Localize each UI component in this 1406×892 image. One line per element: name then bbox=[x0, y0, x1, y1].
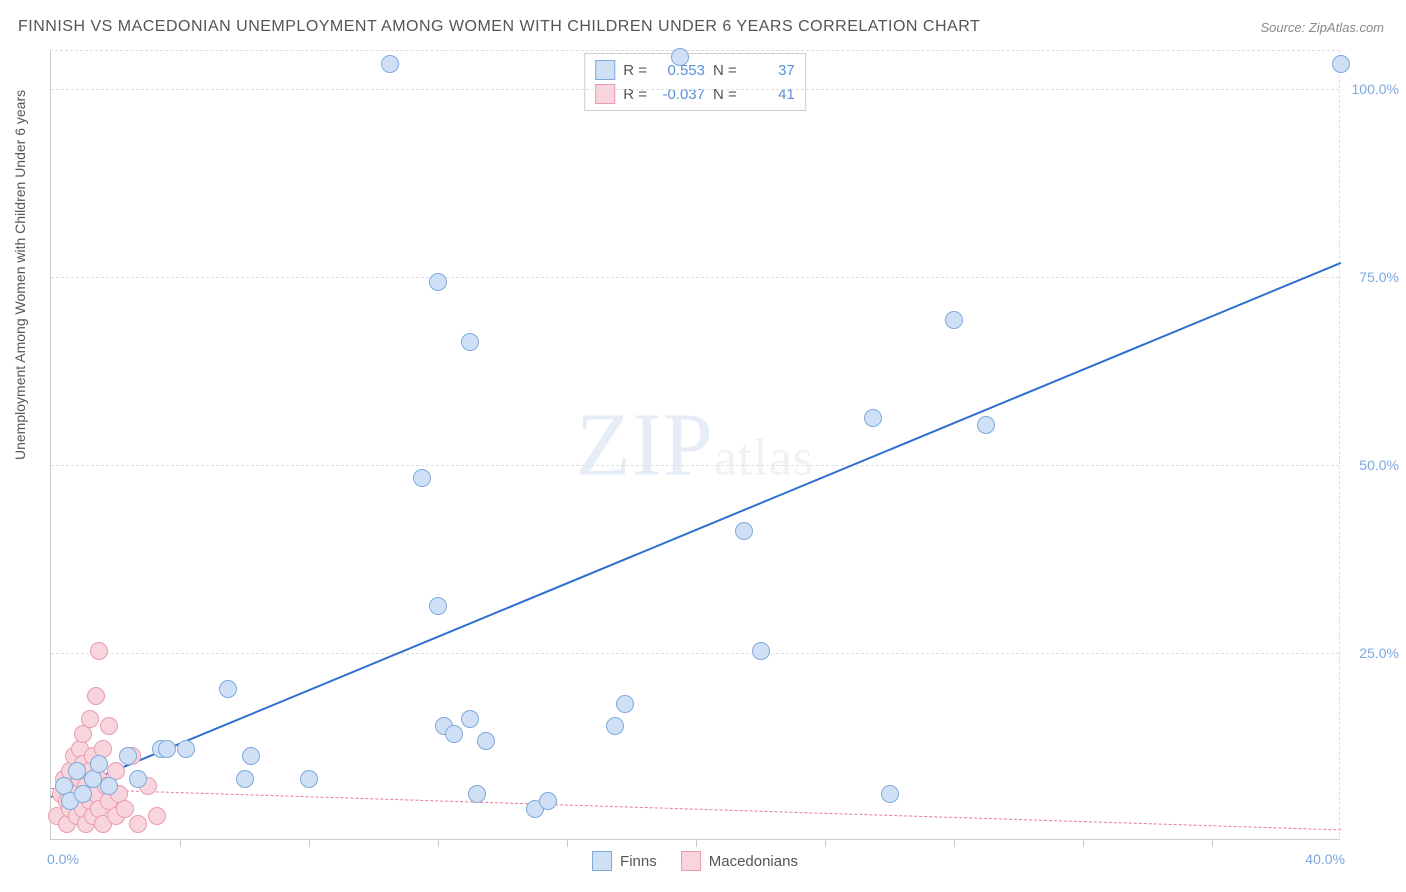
x-tick-label: 40.0% bbox=[1305, 851, 1345, 867]
source-label: Source: ZipAtlas.com bbox=[1260, 20, 1384, 35]
data-point bbox=[300, 770, 318, 788]
legend-item-finns: Finns bbox=[592, 851, 657, 871]
trend-line bbox=[51, 262, 1342, 798]
data-point bbox=[461, 710, 479, 728]
gridline bbox=[51, 465, 1339, 466]
swatch-icon bbox=[681, 851, 701, 871]
data-point bbox=[445, 725, 463, 743]
data-point bbox=[129, 815, 147, 833]
data-point bbox=[477, 732, 495, 750]
data-point bbox=[119, 747, 137, 765]
x-tick bbox=[954, 839, 955, 847]
data-point bbox=[242, 747, 260, 765]
data-point bbox=[752, 642, 770, 660]
data-point bbox=[100, 777, 118, 795]
gridline bbox=[51, 653, 1339, 654]
x-tick bbox=[567, 839, 568, 847]
data-point bbox=[177, 740, 195, 758]
x-tick bbox=[1083, 839, 1084, 847]
data-point bbox=[413, 469, 431, 487]
swatch-finns bbox=[595, 60, 615, 80]
x-tick bbox=[309, 839, 310, 847]
data-point bbox=[539, 792, 557, 810]
legend-item-macedonians: Macedonians bbox=[681, 851, 798, 871]
chart-container: FINNISH VS MACEDONIAN UNEMPLOYMENT AMONG… bbox=[0, 0, 1406, 892]
data-point bbox=[977, 416, 995, 434]
trend-line bbox=[51, 788, 1341, 830]
y-tick-label: 100.0% bbox=[1352, 81, 1399, 97]
x-tick bbox=[696, 839, 697, 847]
data-point bbox=[148, 807, 166, 825]
data-point bbox=[158, 740, 176, 758]
data-point bbox=[468, 785, 486, 803]
data-point bbox=[606, 717, 624, 735]
swatch-macedonians bbox=[595, 84, 615, 104]
data-point bbox=[864, 409, 882, 427]
data-point bbox=[429, 273, 447, 291]
data-point bbox=[1332, 55, 1350, 73]
swatch-icon bbox=[592, 851, 612, 871]
data-point bbox=[616, 695, 634, 713]
data-point bbox=[90, 755, 108, 773]
correlation-legend: R = 0.553 N = 37 R = -0.037 N = 41 bbox=[584, 53, 806, 111]
gridline bbox=[51, 89, 1339, 90]
chart-title: FINNISH VS MACEDONIAN UNEMPLOYMENT AMONG… bbox=[18, 18, 980, 36]
corr-row-finns: R = 0.553 N = 37 bbox=[595, 58, 795, 82]
y-axis-label: Unemployment Among Women with Children U… bbox=[12, 90, 28, 460]
data-point bbox=[219, 680, 237, 698]
data-point bbox=[236, 770, 254, 788]
data-point bbox=[381, 55, 399, 73]
plot-area: ZIPatlas R = 0.553 N = 37 R = -0.037 N =… bbox=[50, 50, 1340, 840]
y-tick-label: 75.0% bbox=[1359, 269, 1399, 285]
data-point bbox=[429, 597, 447, 615]
data-point bbox=[100, 717, 118, 735]
x-tick bbox=[180, 839, 181, 847]
corr-row-macedonians: R = -0.037 N = 41 bbox=[595, 82, 795, 106]
data-point bbox=[945, 311, 963, 329]
series-legend: Finns Macedonians bbox=[592, 851, 798, 871]
data-point bbox=[74, 785, 92, 803]
data-point bbox=[116, 800, 134, 818]
y-tick-label: 25.0% bbox=[1359, 645, 1399, 661]
x-tick bbox=[825, 839, 826, 847]
data-point bbox=[735, 522, 753, 540]
data-point bbox=[87, 687, 105, 705]
data-point bbox=[461, 333, 479, 351]
data-point bbox=[881, 785, 899, 803]
watermark: ZIPatlas bbox=[576, 394, 814, 497]
x-tick-label: 0.0% bbox=[47, 851, 79, 867]
x-tick bbox=[1212, 839, 1213, 847]
y-tick-label: 50.0% bbox=[1359, 457, 1399, 473]
data-point bbox=[671, 48, 689, 66]
data-point bbox=[129, 770, 147, 788]
data-point bbox=[90, 642, 108, 660]
x-tick bbox=[438, 839, 439, 847]
data-point bbox=[81, 710, 99, 728]
gridline bbox=[51, 277, 1339, 278]
